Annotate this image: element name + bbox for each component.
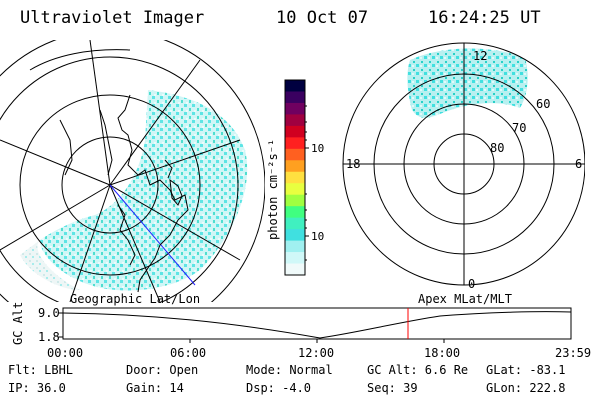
aurora-oval-polar (407, 48, 528, 118)
x-tick-1200: 12:00 (298, 346, 334, 360)
glat-info: GLat: -83.1 (486, 363, 566, 377)
colorbar-unit-label: photon cm⁻²s⁻¹ (266, 139, 280, 240)
lat-label-80: 80 (490, 141, 504, 155)
filter-info: Flt: LBHL (8, 363, 74, 377)
colorbar-stop (285, 217, 305, 230)
image-date: 10 Oct 07 (276, 8, 369, 28)
gc-alt-info: GC Alt: 6.6 Re (367, 363, 469, 377)
colorbar-stop (285, 137, 305, 150)
colorbar-tick-100: 100 (311, 142, 325, 155)
ip-info: IP: 36.0 (8, 381, 66, 395)
gc-alt-axis-title: GC Alt (11, 302, 25, 345)
image-time: 16:24:25 UT (428, 8, 541, 28)
x-tick-0600: 06:00 (170, 346, 206, 360)
colorbar-stop (285, 91, 305, 104)
mlt-label-0: 0 (468, 277, 475, 291)
colorbar-stop (285, 80, 305, 92)
aurora-oval-geo (40, 90, 248, 291)
dsp-info: Dsp: -4.0 (246, 381, 312, 395)
colorbar-tick-10: 10 (311, 230, 324, 243)
apex-mlat-mlt-label: Apex MLat/MLT (418, 292, 512, 306)
intensity-colorbar: 100 10 photon cm⁻²s⁻¹ (266, 79, 325, 276)
colorbar-stop (285, 183, 305, 196)
mlt-label-6: 6 (575, 157, 582, 171)
y-tick-9: 9.0 (38, 306, 60, 320)
colorbar-stop (285, 171, 305, 184)
seq-info: Seq: 39 (367, 381, 418, 395)
mode-info: Mode: Normal (246, 363, 333, 377)
colorbar-stop (285, 206, 305, 219)
y-tick-1-8: 1.8 (38, 330, 60, 344)
x-tick-0000: 00:00 (47, 346, 83, 360)
colorbar-stop (285, 263, 305, 276)
colorbar-stop (285, 252, 305, 265)
geographic-lat-lon-label: Geographic Lat/Lon (70, 292, 201, 306)
x-tick-2359: 23:59 (555, 346, 591, 360)
colorbar-stop (285, 114, 305, 127)
geographic-map-panel (0, 40, 265, 302)
colorbar-stop (285, 160, 305, 173)
colorbar-stop (285, 194, 305, 207)
x-tick-1800: 18:00 (424, 346, 460, 360)
colorbar-stop (285, 148, 305, 161)
mlt-label-12: 12 (473, 49, 487, 63)
door-info: Door: Open (126, 363, 199, 377)
altitude-timeline: 9.0 1.8 GC Alt 00:00 06:00 12:00 18:00 2… (11, 302, 591, 360)
polar-mlat-mlt-plot: 12 18 6 0 60 70 80 (342, 42, 585, 291)
colorbar-stop (285, 125, 305, 138)
coastline (59, 94, 189, 293)
gain-info: Gain: 14 (126, 381, 184, 395)
colorbar-stop (285, 102, 305, 115)
lat-label-70: 70 (512, 121, 526, 135)
instrument-title: Ultraviolet Imager (20, 8, 205, 28)
glon-info: GLon: 222.8 (486, 381, 566, 395)
altitude-curve (62, 311, 572, 339)
colorbar-stop (285, 240, 305, 253)
colorbar-stop (285, 229, 305, 242)
lat-label-60: 60 (536, 97, 550, 111)
mlt-label-18: 18 (346, 157, 360, 171)
